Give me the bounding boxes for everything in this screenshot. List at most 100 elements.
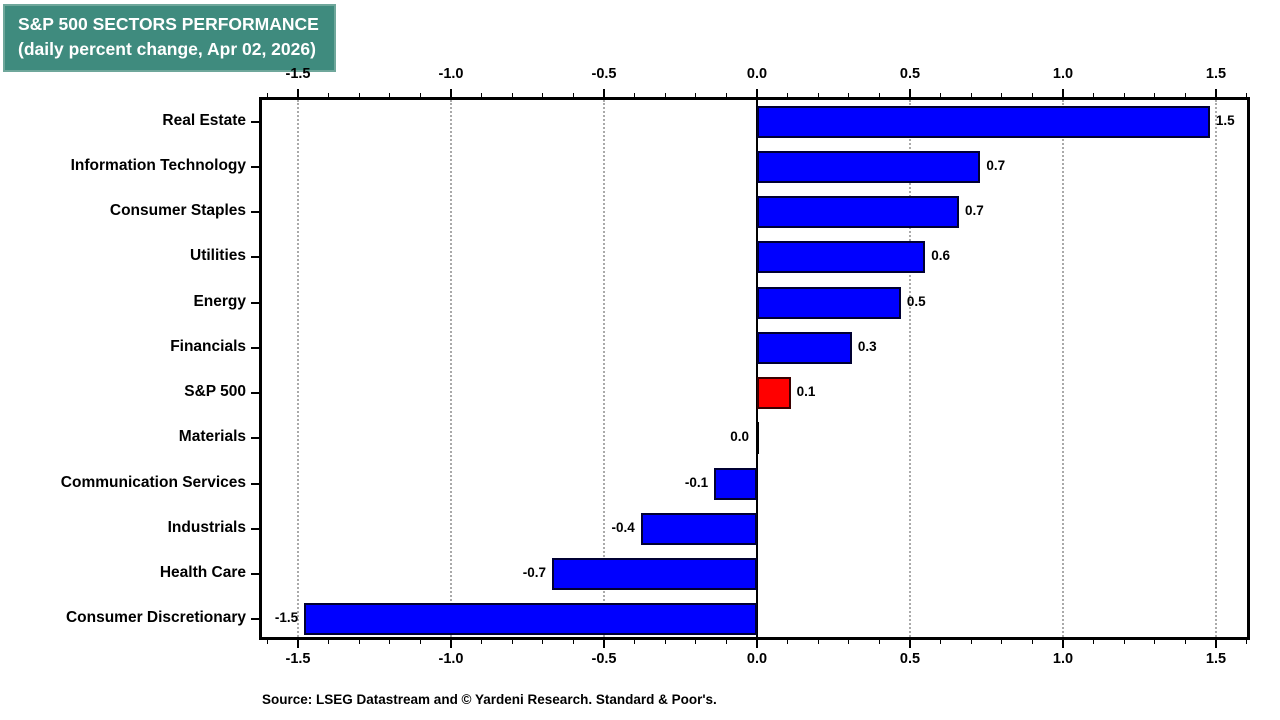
category-label: S&P 500 [184, 383, 246, 401]
y-axis-tick [251, 165, 259, 168]
x-axis-tick [664, 640, 666, 644]
x-axis-tick [756, 640, 758, 648]
x-axis-tick [511, 93, 513, 97]
category-label: Financials [170, 337, 246, 355]
category-label: Communication Services [60, 473, 246, 491]
gridline [1215, 100, 1217, 637]
x-axis-tick [1184, 93, 1186, 97]
x-axis-tick-label: 0.5 [899, 651, 921, 667]
bar [551, 558, 757, 591]
x-axis-tick [481, 640, 483, 644]
bar-value-label: 0.7 [964, 203, 984, 219]
y-axis-tick [251, 120, 259, 123]
bar [757, 241, 926, 274]
category-label: Utilities [190, 247, 246, 265]
x-axis-tick [389, 640, 391, 644]
x-axis-tick [542, 93, 544, 97]
gridline [297, 100, 299, 637]
bar-value-label: 0.0 [730, 429, 749, 445]
x-axis-tick [940, 640, 942, 644]
x-axis-tick [909, 89, 911, 97]
x-axis-tick [389, 93, 391, 97]
x-axis-tick [481, 93, 483, 97]
bar [757, 286, 901, 319]
x-axis-tick [695, 640, 697, 644]
y-axis-tick [251, 256, 259, 259]
x-axis-tick [1093, 640, 1095, 644]
title-box: S&P 500 SECTORS PERFORMANCE (daily perce… [3, 4, 336, 72]
bar-value-label: 1.5 [1215, 112, 1235, 128]
x-axis-tick [695, 93, 697, 97]
gridline [450, 100, 452, 637]
gridline [909, 100, 911, 637]
gridline [603, 100, 605, 637]
x-axis-tick-label: 1.0 [1052, 66, 1074, 82]
category-label: Industrials [167, 518, 246, 536]
x-axis-tick [419, 93, 421, 97]
x-axis-tick [266, 640, 268, 644]
bar [757, 105, 1210, 138]
x-axis-tick [1215, 640, 1217, 648]
x-axis-tick [1215, 89, 1217, 97]
x-axis-tick-label: -1.0 [438, 651, 464, 667]
y-axis-tick [251, 437, 259, 440]
x-axis-tick [725, 93, 727, 97]
bar-value-label: 0.3 [857, 338, 877, 354]
x-axis-tick [1001, 640, 1003, 644]
x-axis-tick [603, 89, 605, 97]
x-axis-tick [1031, 93, 1033, 97]
y-axis-tick [251, 527, 259, 530]
x-axis-tick [358, 93, 360, 97]
y-axis-tick [251, 211, 259, 214]
x-axis-tick [817, 93, 819, 97]
x-axis-tick-label: 1.5 [1205, 651, 1227, 667]
x-axis-tick [1184, 640, 1186, 644]
x-axis-tick [1154, 93, 1156, 97]
x-axis-tick [1246, 93, 1248, 97]
x-axis-tick-label: 0.5 [899, 66, 921, 82]
y-axis-tick [251, 392, 259, 395]
x-axis-tick [297, 89, 299, 97]
x-axis-tick-label: -1.5 [285, 66, 311, 82]
x-axis-tick-label: -0.5 [591, 66, 617, 82]
x-axis-tick [419, 640, 421, 644]
x-axis-tick [358, 640, 360, 644]
x-axis-tick [725, 640, 727, 644]
title-line2: (daily percent change, Apr 02, 2026) [18, 39, 316, 60]
x-axis-tick [572, 93, 574, 97]
bar [757, 196, 959, 229]
bar [755, 422, 759, 455]
x-axis-tick [450, 89, 452, 97]
x-axis-tick [909, 640, 911, 648]
x-axis-tick [1123, 93, 1125, 97]
x-axis-tick-label: 1.0 [1052, 651, 1074, 667]
y-axis-tick [251, 573, 259, 576]
category-label: Consumer Staples [109, 202, 246, 220]
x-axis-tick [603, 640, 605, 648]
x-axis-tick [1246, 640, 1248, 644]
x-axis-tick [266, 93, 268, 97]
bar-value-label: 0.5 [906, 293, 926, 309]
x-axis-tick-label: -1.0 [438, 66, 464, 82]
source-note: Source: LSEG Datastream and © Yardeni Re… [262, 692, 717, 707]
x-axis-tick [787, 93, 789, 97]
x-axis-tick [1031, 640, 1033, 644]
x-axis-tick [848, 93, 850, 97]
x-axis-tick [572, 640, 574, 644]
category-label: Energy [193, 292, 246, 310]
x-axis-tick [817, 640, 819, 644]
x-axis-tick [634, 93, 636, 97]
category-label: Health Care [159, 564, 246, 582]
x-axis-tick [970, 640, 972, 644]
category-label: Information Technology [70, 156, 246, 174]
category-label: Materials [178, 428, 246, 446]
x-axis-tick-label: 0.0 [746, 651, 768, 667]
x-axis-tick [328, 640, 330, 644]
x-axis-tick [756, 89, 758, 97]
plot-border [259, 97, 1250, 640]
x-axis-tick [878, 93, 880, 97]
x-axis-tick [511, 640, 513, 644]
x-axis-tick [1154, 640, 1156, 644]
x-axis-tick [940, 93, 942, 97]
x-axis-tick [1062, 89, 1064, 97]
